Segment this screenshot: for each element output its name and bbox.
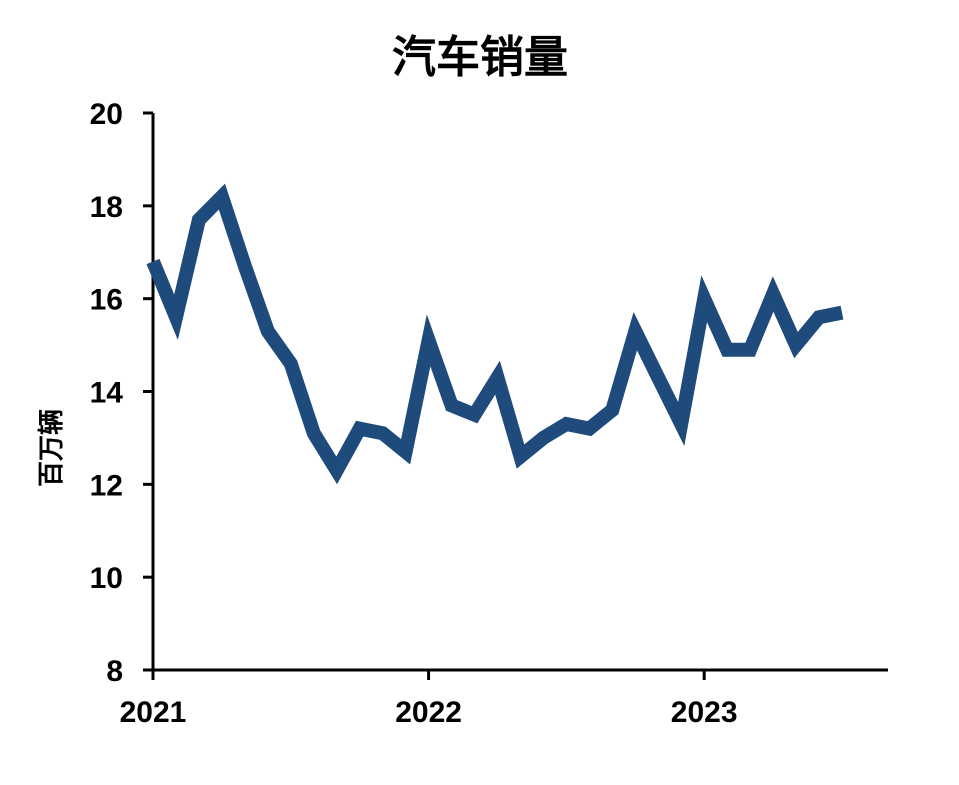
data-point [244,266,245,267]
y-tick-label: 14 [90,377,124,410]
y-tick-label: 18 [90,191,123,224]
y-tick-label: 10 [90,562,123,595]
data-point [359,428,360,429]
data-point [405,451,406,452]
series-line-0 [146,183,844,485]
data-point [267,331,268,332]
data-point [842,312,843,313]
data-point [566,424,567,425]
data-point [612,410,613,411]
data-point [589,428,590,429]
data-point [221,196,222,197]
data-point [474,414,475,415]
chart-title: 汽车销量 [392,32,568,83]
data-point [704,298,705,299]
x-ticks: 2021 2022 2023 [120,670,738,729]
x-tick-label: 2023 [671,696,738,729]
data-point [313,433,314,434]
data-point [428,340,429,341]
data-point [773,294,774,295]
data-point [750,349,751,350]
y-axis-label: 百万辆 [37,409,67,487]
data-point [635,331,636,332]
data-point [198,219,199,220]
data-point [796,345,797,346]
data-point [520,456,521,457]
axes [151,113,888,672]
data-point [290,363,291,364]
data-point [497,377,498,378]
y-tick-label: 20 [90,98,123,131]
y-tick-label: 8 [106,655,123,688]
y-tick-label: 16 [90,284,123,317]
data-point [336,470,337,471]
series-layer [146,183,844,485]
data-point [658,377,659,378]
data-point [681,424,682,425]
data-point [176,317,177,318]
data-point [543,437,544,438]
x-tick-label: 2022 [395,696,462,729]
data-point [451,405,452,406]
y-tick-label: 12 [90,469,123,502]
data-point [727,349,728,350]
data-point [819,317,820,318]
x-tick-label: 2021 [120,696,187,729]
data-point [153,261,154,262]
data-point [382,433,383,434]
y-ticks: 8 10 12 14 16 18 20 [90,98,153,688]
